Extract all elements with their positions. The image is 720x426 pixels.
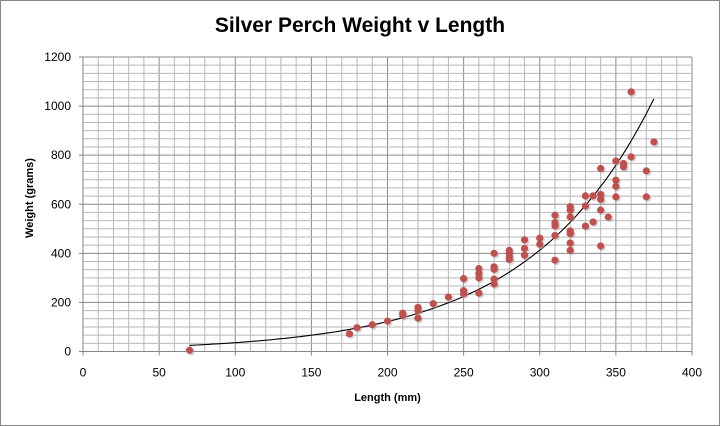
data-point — [536, 234, 544, 242]
data-point — [650, 138, 658, 146]
data-point — [368, 321, 376, 329]
data-point — [597, 164, 605, 173]
y-tick-label: 600 — [51, 197, 71, 211]
data-point — [566, 246, 574, 254]
data-point — [612, 157, 620, 165]
data-point — [604, 213, 612, 221]
data-point — [353, 324, 361, 332]
x-tick-label: 100 — [225, 366, 245, 380]
data-point — [383, 317, 392, 325]
data-point — [536, 240, 544, 248]
x-tick-label: 400 — [682, 366, 702, 380]
data-point — [612, 182, 620, 190]
x-tick-label: 250 — [454, 366, 474, 380]
x-tick-label: 300 — [530, 366, 550, 380]
x-tick-label: 350 — [606, 366, 626, 380]
data-point — [589, 218, 597, 226]
data-point — [627, 88, 635, 96]
data-point — [589, 192, 597, 200]
data-point — [429, 300, 437, 308]
data-point — [551, 211, 559, 219]
data-point — [490, 280, 498, 288]
data-point — [581, 202, 590, 210]
data-point — [597, 242, 605, 250]
data-point — [490, 249, 498, 257]
data-point — [566, 206, 574, 214]
x-axis-label: Length (mm) — [354, 392, 421, 404]
data-point — [444, 293, 452, 301]
data-point — [597, 206, 605, 214]
y-tick-label: 1200 — [44, 50, 71, 64]
data-point — [597, 195, 605, 203]
data-point — [399, 311, 407, 320]
x-tick-label: 200 — [377, 366, 397, 380]
x-tick-label: 50 — [152, 366, 166, 380]
data-point — [581, 192, 590, 200]
y-tick-label: 0 — [64, 345, 71, 359]
data-point — [185, 346, 194, 354]
y-tick-label: 200 — [51, 295, 71, 309]
y-tick-label: 1000 — [44, 99, 71, 113]
data-point — [520, 244, 529, 253]
data-point — [642, 167, 650, 175]
data-point — [345, 330, 354, 338]
data-point — [627, 153, 635, 161]
data-point — [414, 314, 422, 322]
y-tick-label: 400 — [51, 246, 71, 260]
data-point — [642, 193, 650, 201]
data-point — [581, 222, 590, 230]
data-point — [551, 222, 559, 230]
data-point — [520, 236, 529, 244]
data-point — [619, 163, 628, 171]
chart-title: Silver Perch Weight v Length — [214, 14, 506, 37]
data-point — [505, 255, 513, 264]
data-point — [551, 256, 559, 264]
data-point — [475, 274, 483, 282]
data-point — [566, 213, 574, 221]
data-point — [612, 176, 620, 184]
data-point — [612, 193, 620, 201]
data-point — [566, 239, 574, 247]
data-point — [460, 275, 468, 283]
trendline — [189, 98, 655, 346]
x-tick-label: 150 — [301, 366, 321, 380]
x-tick-label: 0 — [80, 366, 87, 380]
data-point — [490, 265, 498, 273]
data-point — [460, 290, 468, 298]
data-point — [475, 289, 483, 297]
data-point — [520, 251, 529, 259]
y-tick-label: 800 — [51, 148, 71, 162]
data-point — [414, 306, 422, 315]
data-point — [551, 231, 559, 240]
data-point — [566, 230, 574, 238]
